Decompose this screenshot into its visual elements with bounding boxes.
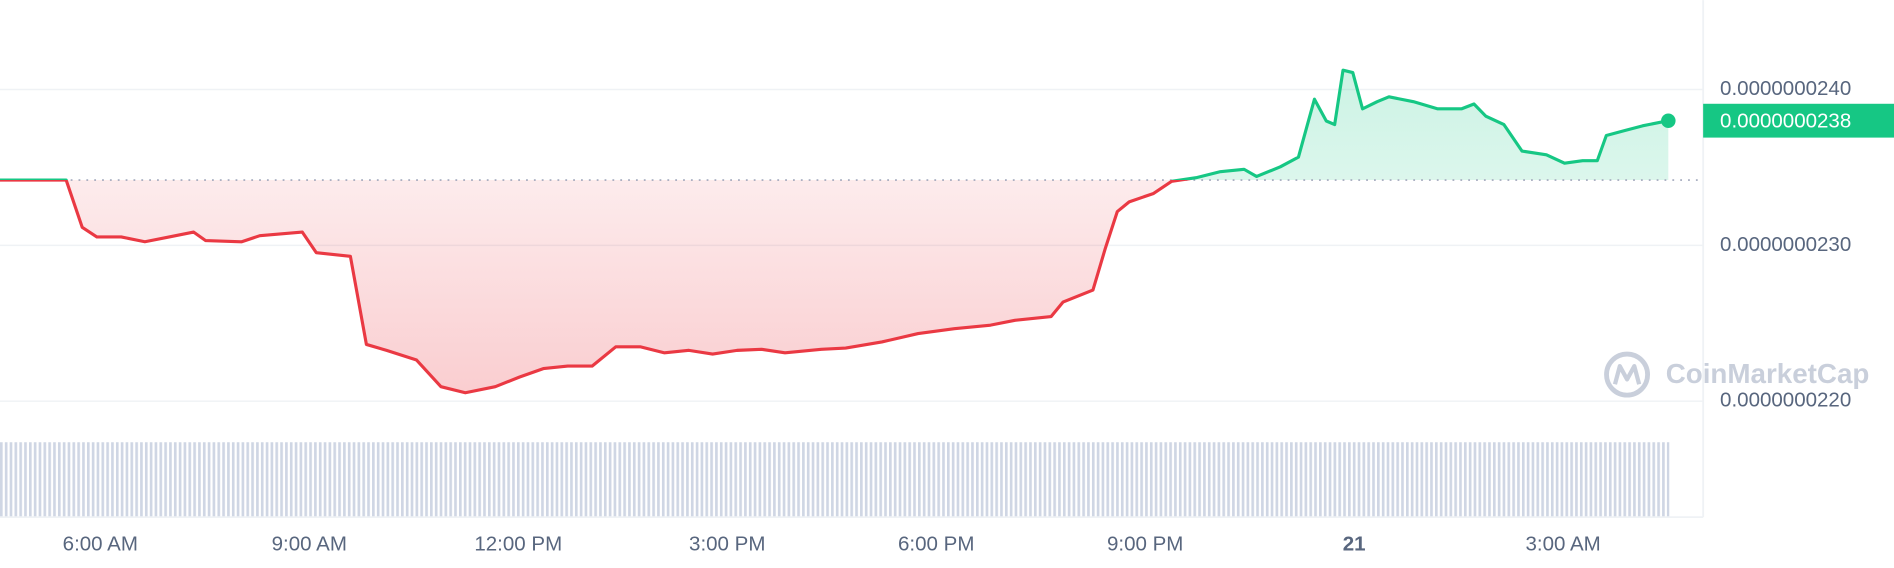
current-price-label: 0.0000000238 — [1720, 109, 1851, 132]
x-tick-label: 6:00 PM — [898, 532, 974, 555]
last-point — [1661, 113, 1676, 128]
x-tick-label: 9:00 PM — [1107, 532, 1183, 555]
price-line-up — [0, 68, 1669, 181]
y-tick-label: 0.0000000230 — [1720, 233, 1851, 256]
x-tick-label: 12:00 PM — [474, 532, 562, 555]
volume-bars — [0, 442, 1670, 518]
price-line-down — [0, 180, 1191, 395]
y-tick-label: 0.0000000240 — [1720, 77, 1851, 100]
area-down — [0, 180, 1181, 393]
x-tick-label: 3:00 AM — [1525, 532, 1600, 555]
y-tick-label: 0.0000000220 — [1720, 389, 1851, 412]
current-price-box — [1703, 103, 1894, 138]
watermark-text: CoinMarketCap — [1666, 358, 1870, 389]
x-tick-label: 21 — [1343, 532, 1366, 555]
watermark: CoinMarketCap — [1604, 351, 1870, 398]
x-tick-label: 6:00 AM — [63, 532, 138, 555]
x-tick-label: 9:00 AM — [272, 532, 347, 555]
x-tick-label: 3:00 PM — [689, 532, 765, 555]
